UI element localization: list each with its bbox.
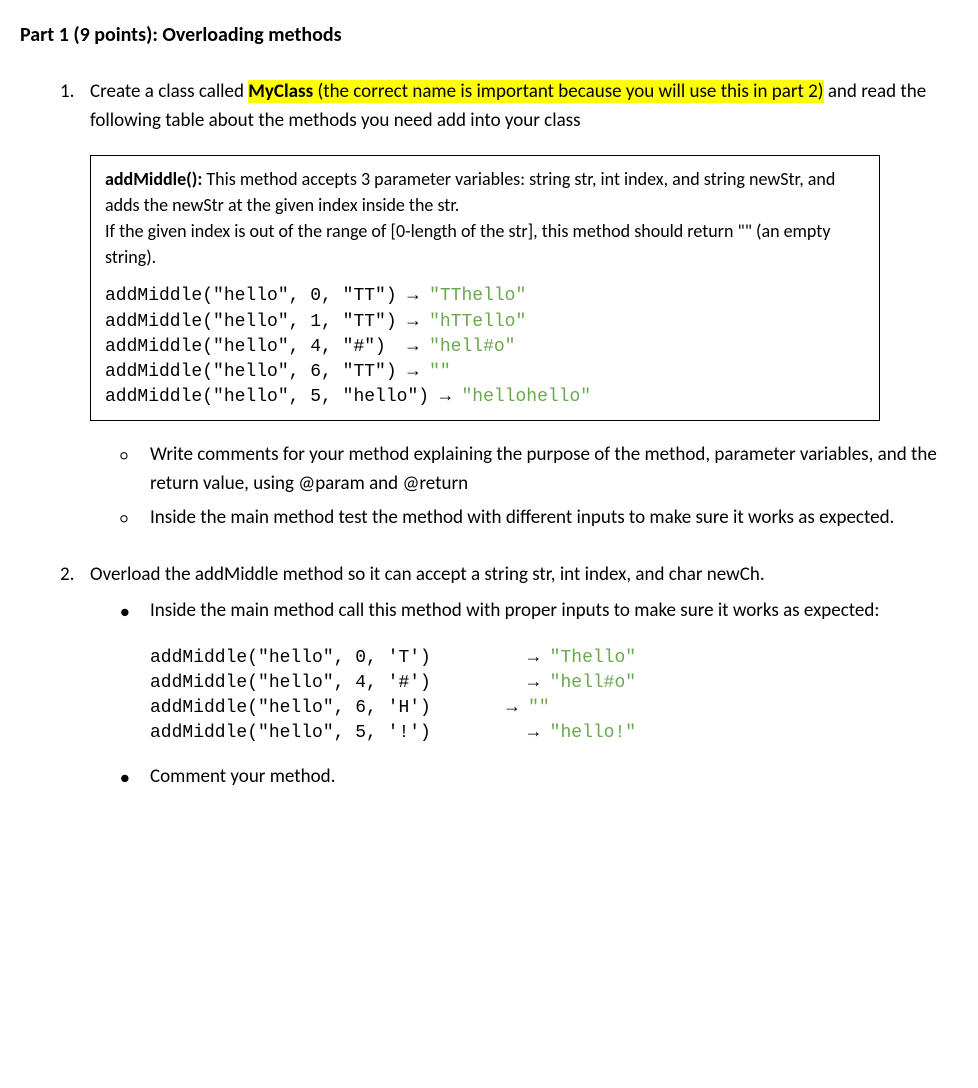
sub-content-1a: Write comments for your method explainin…: [150, 441, 938, 498]
code-desc-rest: This method accepts 3 parameter variable…: [105, 168, 839, 268]
list-number-1: 1.: [60, 78, 90, 135]
sub-content-1b: Inside the main method test the method w…: [150, 504, 938, 533]
code-examples: addMiddle("hello", 0, "TT") → "TThello"a…: [105, 284, 865, 410]
code-examples-2: addMiddle("hello", 0, 'T') → "Thello"add…: [150, 646, 938, 747]
code-box-addmiddle: addMiddle(): This method accepts 3 param…: [90, 155, 880, 421]
sub-item-2a: ● Inside the main method call this metho…: [120, 597, 938, 626]
list-item-1: 1. Create a class called MyClass (the co…: [60, 78, 938, 135]
list-item-2: 2. Overload the addMiddle method so it c…: [60, 561, 938, 590]
sub-content-2a: Inside the main method call this method …: [150, 597, 938, 626]
list-content-1: Create a class called MyClass (the corre…: [90, 78, 938, 135]
part-heading: Part 1 (9 points): Overloading methods: [20, 20, 938, 50]
bullet-circle-1b: ○: [120, 504, 150, 533]
bullet-disc-2a: ●: [120, 597, 150, 626]
item1-highlight1: (the correct name is important because y…: [313, 80, 721, 103]
list-number-2: 2.: [60, 561, 90, 590]
sub-content-2b: Comment your method.: [150, 763, 938, 792]
item1-highlight-bold: MyClass: [248, 80, 313, 103]
sub-item-2b: ● Comment your method.: [120, 763, 938, 792]
code-description: addMiddle(): This method accepts 3 param…: [105, 166, 865, 270]
code-desc-bold: addMiddle():: [105, 168, 202, 190]
list-content-2: Overload the addMiddle method so it can …: [90, 561, 938, 590]
sub-item-1b: ○ Inside the main method test the method…: [120, 504, 938, 533]
item1-highlight2: this in part 2): [721, 80, 824, 103]
bullet-disc-2b: ●: [120, 763, 150, 792]
sub-item-1a: ○ Write comments for your method explain…: [120, 441, 938, 498]
bullet-circle-1a: ○: [120, 441, 150, 498]
item1-text-before: Create a class called: [90, 80, 248, 103]
